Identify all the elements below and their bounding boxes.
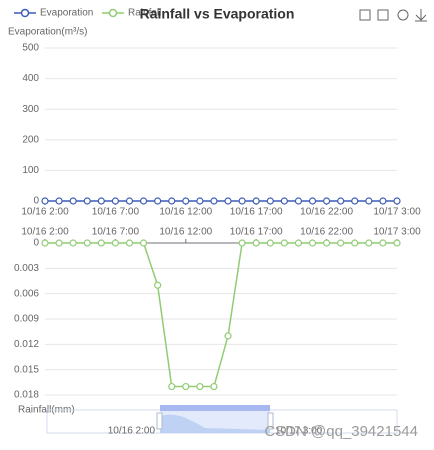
point	[252, 197, 260, 205]
y2-tick-label: 0.006	[14, 288, 39, 299]
save-tool[interactable]	[415, 9, 427, 22]
point	[323, 197, 331, 205]
point	[210, 382, 218, 391]
x-tick-label: 10/17 3:00	[373, 207, 421, 218]
y-tick-label: 200	[22, 134, 39, 145]
point	[365, 197, 373, 205]
point	[337, 239, 345, 247]
point	[139, 239, 148, 247]
x-tick-label: 10/16 22:00	[300, 227, 353, 238]
point	[41, 239, 49, 247]
point	[323, 239, 331, 247]
chart-title: Rainfall vs Evaporation	[140, 6, 295, 22]
y2-tick-label: 0.018	[14, 390, 39, 401]
point	[393, 197, 401, 205]
x-tick-label: 10/16 2:00	[21, 207, 69, 218]
series-line	[45, 242, 397, 388]
y2-tick-label: 0.009	[14, 314, 39, 325]
point	[139, 197, 148, 205]
x-tick-label: 10/16 17:00	[230, 207, 283, 218]
point	[379, 239, 387, 247]
point	[379, 197, 387, 205]
zoom-handle[interactable]	[156, 412, 163, 430]
point	[224, 197, 232, 205]
y-axis-title: Evaporation(m³/s)	[8, 27, 87, 38]
point	[168, 197, 176, 205]
point	[111, 197, 120, 205]
y-tick-label: 0	[33, 196, 39, 207]
legend-marker	[108, 8, 118, 18]
y-tick-label: 400	[22, 73, 39, 84]
point	[41, 197, 49, 205]
point	[337, 197, 345, 205]
point	[69, 197, 77, 205]
point	[308, 239, 317, 247]
point	[182, 197, 190, 205]
point	[125, 239, 134, 247]
zoom-label: 10/17 3:00	[275, 426, 323, 437]
y-tick-label: 500	[22, 43, 39, 54]
point	[294, 239, 303, 247]
y2-tick-label: 0	[33, 238, 39, 249]
point	[294, 197, 303, 205]
y2-tick-label: 0.012	[14, 339, 39, 350]
point	[365, 239, 373, 247]
x-tick-label: 10/16 2:00	[21, 227, 69, 238]
zoom-handle[interactable]	[267, 412, 274, 430]
point	[97, 239, 105, 247]
point	[280, 197, 288, 205]
zoom-preview	[160, 414, 270, 433]
y2-tick-label: 0.015	[14, 364, 39, 375]
point	[224, 332, 232, 340]
point	[351, 239, 359, 247]
zoom-reset-tool[interactable]	[377, 9, 389, 21]
point	[111, 239, 120, 247]
point	[238, 197, 246, 205]
toolbox[interactable]	[359, 9, 427, 22]
point	[308, 197, 317, 205]
x-tick-label: 10/17 3:00	[373, 227, 421, 238]
restore-tool[interactable]	[397, 9, 409, 21]
point	[97, 197, 105, 205]
point	[125, 197, 134, 205]
point	[280, 239, 288, 247]
point	[393, 239, 401, 247]
zoom-tool[interactable]	[359, 9, 371, 21]
point	[55, 239, 63, 247]
point	[252, 239, 260, 247]
y-tick-label: 300	[22, 104, 39, 115]
legend-marker	[20, 8, 30, 18]
y2-axis-title: Rainfall(mm)	[18, 405, 75, 416]
x-tick-label: 10/16 7:00	[92, 207, 140, 218]
y-tick-label: 100	[22, 165, 39, 176]
point	[266, 197, 274, 205]
point	[154, 197, 162, 205]
x-tick-label: 10/16 22:00	[300, 207, 353, 218]
point	[182, 382, 190, 391]
data-zoom[interactable]: 10/16 2:00 10/17 3:00	[46, 405, 398, 437]
x-tick-label: 10/16 17:00	[230, 227, 283, 238]
x-tick-label: 10/16 12:00	[159, 227, 212, 238]
point	[55, 197, 63, 205]
zoom-label: 10/16 2:00	[108, 426, 156, 437]
point	[266, 239, 274, 247]
point	[168, 382, 176, 391]
point	[351, 197, 359, 205]
point	[69, 239, 77, 247]
x-tick-label: 10/16 12:00	[159, 207, 212, 218]
point	[238, 239, 246, 247]
x-tick-label: 10/16 7:00	[92, 227, 140, 238]
point	[83, 239, 91, 247]
legend-label: Evaporation	[40, 8, 93, 19]
y2-tick-label: 0.003	[14, 263, 39, 274]
legend-label: Rainfall	[128, 8, 161, 19]
zoom-bar[interactable]	[160, 405, 270, 411]
point	[154, 281, 162, 289]
point	[196, 382, 204, 391]
point	[83, 197, 91, 205]
point	[210, 197, 218, 205]
watermark: CSDN @qq_39421544	[264, 423, 418, 440]
point	[196, 197, 204, 205]
